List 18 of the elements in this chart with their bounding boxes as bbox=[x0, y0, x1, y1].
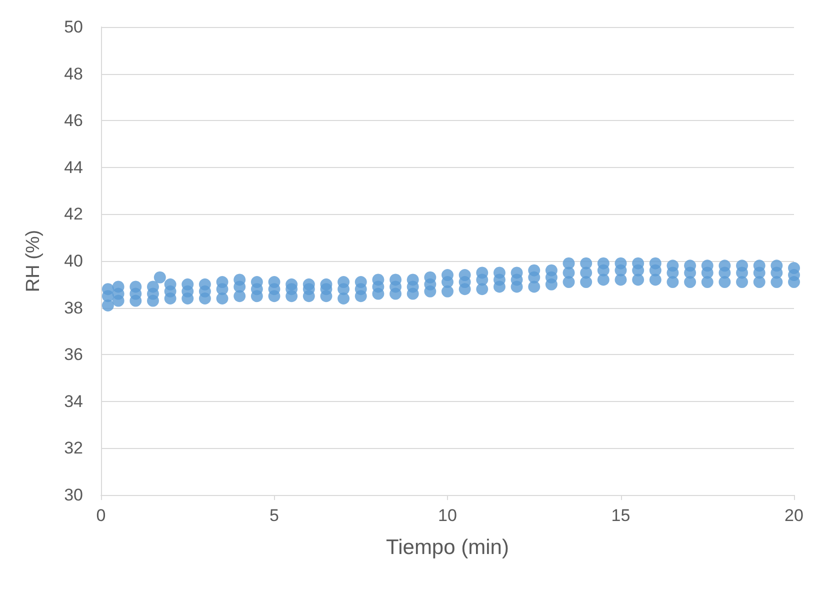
y-tick-label: 42 bbox=[64, 204, 83, 224]
x-tick-label: 15 bbox=[611, 506, 630, 525]
y-tick-label: 50 bbox=[64, 18, 83, 36]
y-tick-label: 44 bbox=[64, 158, 83, 177]
y-tick-label: 48 bbox=[64, 64, 83, 84]
x-tick-label: 20 bbox=[784, 506, 804, 525]
y-tick-label: 46 bbox=[64, 111, 83, 130]
y-axis-title: RH (%) bbox=[23, 230, 44, 292]
x-tick-label: 10 bbox=[438, 506, 457, 525]
x-tick-label: 0 bbox=[96, 506, 106, 525]
y-tick-label: 34 bbox=[64, 392, 83, 411]
y-tick-label: 30 bbox=[64, 486, 83, 504]
x-axis-title: Tiempo (min) bbox=[386, 536, 509, 559]
x-tick-label: 5 bbox=[270, 506, 279, 525]
y-tick-label: 38 bbox=[64, 298, 83, 318]
y-tick-label: 36 bbox=[64, 345, 83, 364]
y-tick-label: 32 bbox=[64, 438, 83, 458]
y-tick-label: 40 bbox=[64, 252, 83, 270]
